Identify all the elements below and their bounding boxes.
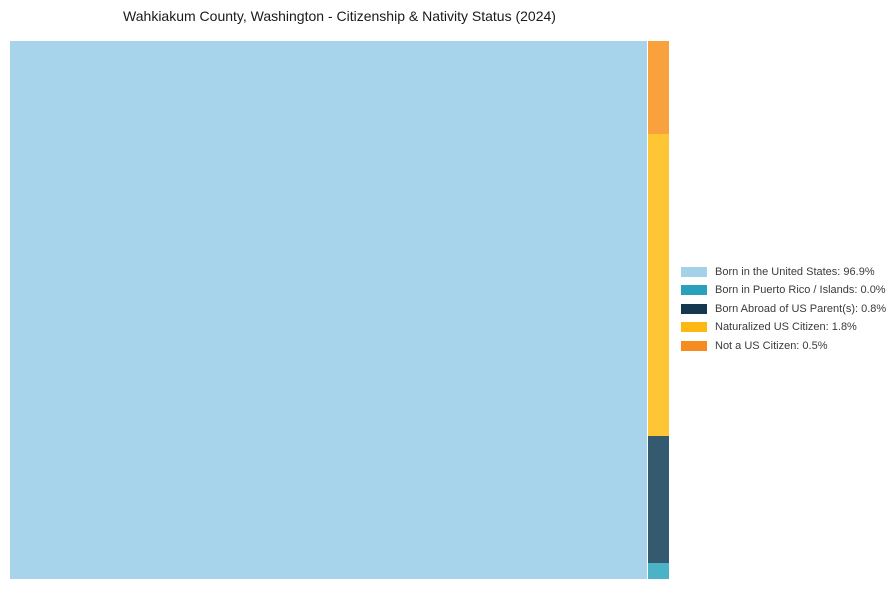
legend-label-born-in-puerto-rico: Born in Puerto Rico / Islands: 0.0% — [715, 284, 886, 297]
legend-swatch-born-in-us — [681, 267, 707, 277]
legend: Born in the United States: 96.9% Born in… — [681, 267, 886, 351]
legend-item-born-abroad: Born Abroad of US Parent(s): 0.8% — [681, 302, 887, 315]
treemap-tile-born-in-puerto-rico-islands — [648, 563, 669, 579]
legend-label-naturalized: Naturalized US Citizen: 1.8% — [715, 321, 857, 334]
legend-item-born-in-puerto-rico: Born in Puerto Rico / Islands: 0.0% — [681, 284, 886, 297]
treemap-tile-born-in-us — [10, 41, 647, 579]
treemap — [10, 41, 669, 579]
chart-title: Wahkiakum County, Washington - Citizensh… — [123, 8, 556, 24]
legend-label-born-abroad: Born Abroad of US Parent(s): 0.8% — [715, 302, 887, 315]
legend-swatch-not-a-citizen — [681, 340, 707, 351]
legend-label-not-a-citizen: Not a US Citizen: 0.5% — [715, 339, 828, 352]
treemap-tile-naturalized-us-citizen — [648, 134, 669, 436]
treemap-minor-column — [648, 41, 669, 579]
treemap-tile-not-a-us-citizen — [648, 41, 669, 134]
legend-item-naturalized: Naturalized US Citizen: 1.8% — [681, 321, 886, 334]
treemap-tile-born-abroad-of-us-parents — [648, 436, 669, 563]
legend-swatch-naturalized — [681, 322, 707, 333]
legend-item-not-a-citizen: Not a US Citizen: 0.5% — [681, 339, 886, 352]
legend-swatch-born-abroad — [681, 303, 707, 314]
legend-label-born-in-us: Born in the United States: 96.9% — [715, 266, 875, 278]
legend-swatch-born-in-puerto-rico — [681, 285, 707, 296]
legend-item-born-in-us: Born in the United States: 96.9% — [681, 266, 886, 278]
